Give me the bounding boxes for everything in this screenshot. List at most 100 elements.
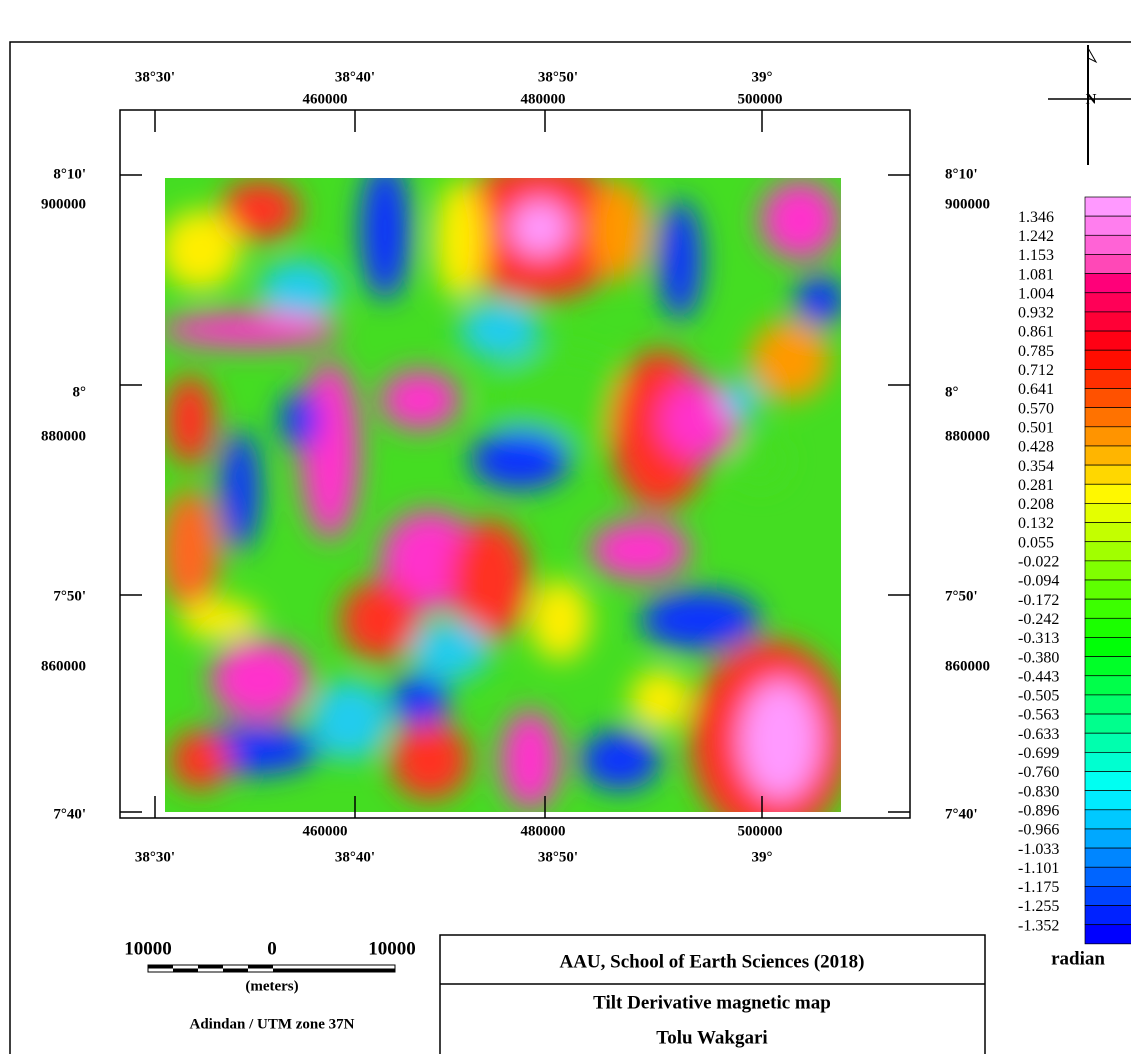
colorbar-label: -0.313: [1018, 630, 1059, 647]
bottom-utm-label: 460000: [303, 823, 348, 839]
colorbar-cell: [1085, 235, 1131, 254]
colorbar-label: 0.208: [1018, 496, 1054, 513]
colorbar-cell: [1085, 599, 1131, 618]
colorbar-cell: [1085, 312, 1131, 331]
colorbar-cell: [1085, 484, 1131, 503]
colorbar-label: 0.501: [1018, 419, 1054, 436]
right-label: 7°50': [945, 588, 978, 604]
colorbar-cell: [1085, 465, 1131, 484]
colorbar-label: 0.712: [1018, 362, 1054, 379]
page: N AAU, School of Earth Sciences (2018) T…: [0, 0, 1131, 1054]
colorbar-label: -0.242: [1018, 611, 1059, 628]
bottom-degree-label: 38°40': [335, 849, 375, 865]
scale-label: 10000: [124, 938, 172, 959]
colorbar-label: 1.081: [1018, 266, 1054, 283]
colorbar-cell: [1085, 446, 1131, 465]
colorbar-cell: [1085, 369, 1131, 388]
colorbar-cell: [1085, 829, 1131, 848]
colorbar-label: -1.352: [1018, 917, 1059, 934]
colorbar-label: 1.242: [1018, 228, 1054, 245]
bottom-degree-label: 38°50': [538, 849, 578, 865]
top-utm-label: 500000: [738, 91, 783, 107]
colorbar-label: -0.830: [1018, 783, 1059, 800]
colorbar-cell: [1085, 216, 1131, 235]
bottom-utm-label: 480000: [521, 823, 566, 839]
author: Tolu Wakgari: [656, 1027, 767, 1048]
top-utm-label: 460000: [303, 91, 348, 107]
colorbar-label: -1.101: [1018, 860, 1059, 877]
colorbar-label: -0.505: [1018, 688, 1059, 705]
colorbar-label: 0.570: [1018, 400, 1054, 417]
colorbar-cell: [1085, 810, 1131, 829]
colorbar-cell: [1085, 331, 1131, 350]
map-figure: N AAU, School of Earth Sciences (2018) T…: [0, 0, 1131, 1054]
right-label: 860000: [945, 658, 990, 674]
left-label: 860000: [41, 658, 86, 674]
colorbar-cell: [1085, 867, 1131, 886]
right-label: 7°40': [945, 806, 978, 822]
projection: Adindan / UTM zone 37N: [189, 1016, 354, 1032]
colorbar-label: -0.443: [1018, 668, 1059, 685]
left-label: 7°40': [53, 806, 86, 822]
colorbar-cell: [1085, 925, 1131, 944]
right-label: 900000: [945, 196, 990, 212]
colorbar-label: 0.055: [1018, 534, 1054, 551]
colorbar-cell: [1085, 408, 1131, 427]
colorbar-cell: [1085, 254, 1131, 273]
colorbar-cell: [1085, 523, 1131, 542]
colorbar-cell: [1085, 274, 1131, 293]
left-label: 7°50': [53, 588, 86, 604]
colorbar-label: -0.380: [1018, 649, 1059, 666]
scale-bar: [148, 965, 395, 972]
bottom-degree-label: 38°30': [135, 849, 175, 865]
colorbar-label: 0.428: [1018, 439, 1054, 456]
top-degree-label: 38°30': [135, 69, 175, 85]
colorbar-cell: [1085, 389, 1131, 408]
colorbar-cell: [1085, 791, 1131, 810]
colorbar-label: -1.255: [1018, 898, 1059, 915]
colorbar-label: 1.004: [1018, 285, 1054, 302]
colorbar-cell: [1085, 580, 1131, 599]
scale-label: 0: [267, 938, 277, 959]
left-label: 900000: [41, 196, 86, 212]
colorbar-label: 0.132: [1018, 515, 1054, 532]
colorbar-cell: [1085, 542, 1131, 561]
map-title: Tilt Derivative magnetic map: [593, 992, 831, 1013]
scale-label: 10000: [368, 938, 416, 959]
colorbar-unit: radian: [1051, 948, 1105, 969]
top-degree-label: 38°50': [538, 69, 578, 85]
colorbar-cell: [1085, 618, 1131, 637]
colorbar-cell: [1085, 676, 1131, 695]
colorbar-cell: [1085, 427, 1131, 446]
right-label: 8°: [945, 384, 959, 400]
colorbar-cell: [1085, 733, 1131, 752]
institution: AAU, School of Earth Sciences (2018): [559, 951, 864, 972]
tilt-derivative-raster: [160, 160, 850, 840]
scale-unit: (meters): [245, 978, 298, 994]
left-label: 8°10': [53, 166, 86, 182]
colorbar-label: -1.175: [1018, 879, 1059, 896]
colorbar-label: -0.633: [1018, 726, 1059, 743]
north-label: N: [1086, 91, 1097, 107]
colorbar-cell: [1085, 886, 1131, 905]
colorbar-cell: [1085, 752, 1131, 771]
colorbar-label: -0.699: [1018, 745, 1059, 762]
colorbar-cell: [1085, 350, 1131, 369]
colorbar-cell: [1085, 695, 1131, 714]
top-degree-label: 38°40': [335, 69, 375, 85]
colorbar-cell: [1085, 848, 1131, 867]
colorbar-cell: [1085, 197, 1131, 216]
colorbar-label: 0.785: [1018, 343, 1054, 360]
colorbar-label: -0.760: [1018, 764, 1059, 781]
top-utm-label: 480000: [521, 91, 566, 107]
colorbar-cell: [1085, 503, 1131, 522]
colorbar-label: 1.153: [1018, 247, 1054, 264]
right-label: 8°10': [945, 166, 978, 182]
colorbar-label: -0.094: [1018, 573, 1059, 590]
colorbar-label: 0.861: [1018, 324, 1054, 341]
colorbar-cell: [1085, 561, 1131, 580]
top-degree-label: 39°: [752, 69, 773, 85]
left-label: 8°: [73, 384, 87, 400]
bottom-utm-label: 500000: [738, 823, 783, 839]
colorbar-label: -1.033: [1018, 841, 1059, 858]
